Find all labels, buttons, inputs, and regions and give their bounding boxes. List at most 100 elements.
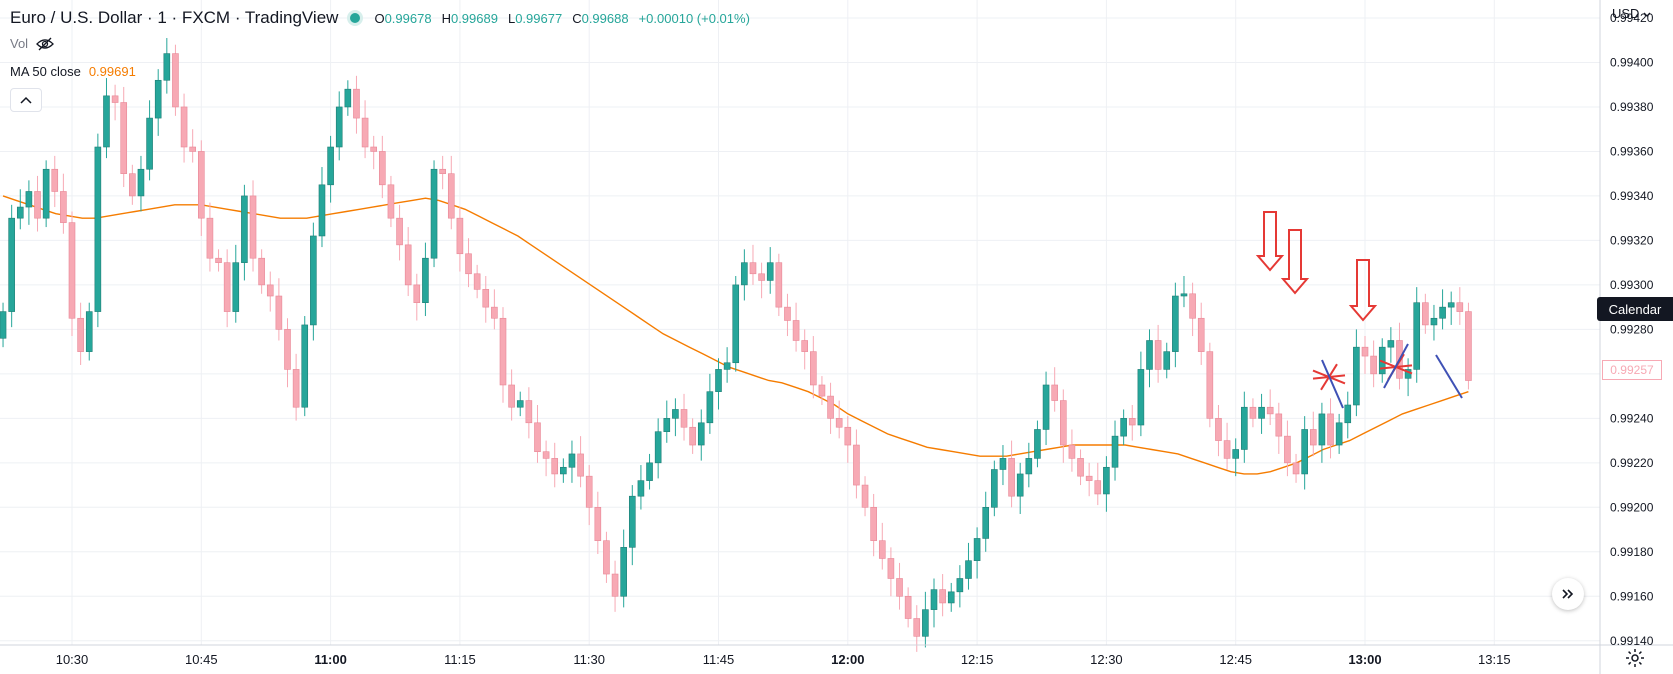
candle-body xyxy=(129,173,136,197)
high-label: H xyxy=(441,10,451,26)
candle xyxy=(775,253,783,317)
candle-body xyxy=(353,88,360,119)
candle-body xyxy=(318,184,326,237)
candle-body xyxy=(1387,340,1395,348)
red-arrow-drawing[interactable] xyxy=(1348,259,1378,322)
candle-body xyxy=(1301,429,1308,475)
candle-body xyxy=(810,351,817,386)
collapse-legend-button[interactable] xyxy=(10,88,42,112)
candle-body xyxy=(1163,351,1171,370)
candle-body xyxy=(111,95,119,103)
candle xyxy=(456,207,464,272)
candle xyxy=(749,244,757,285)
candle-body xyxy=(473,273,481,290)
candle-body xyxy=(999,458,1007,470)
red-arrow-drawing[interactable] xyxy=(1280,229,1310,295)
candle-body xyxy=(1180,293,1188,297)
candle xyxy=(594,491,602,555)
candle-body xyxy=(301,324,309,408)
candle xyxy=(1275,402,1283,454)
x-tick-label: 11:00 xyxy=(314,652,347,667)
candle-body xyxy=(344,88,352,108)
candle-body xyxy=(732,284,740,364)
candle-body xyxy=(34,191,41,219)
x-tick-label: 11:15 xyxy=(444,652,476,667)
candle-body xyxy=(973,538,981,561)
close-value: 0.99688 xyxy=(581,10,629,26)
blue-trend-line-drawing[interactable] xyxy=(1383,343,1409,389)
candle-body xyxy=(215,257,222,263)
candle-body xyxy=(853,444,860,486)
candle xyxy=(1172,282,1179,368)
candle xyxy=(1335,413,1343,454)
candle-body xyxy=(1361,346,1369,357)
low-value: 0.99677 xyxy=(515,10,563,26)
candle-body xyxy=(422,257,429,303)
candle-body xyxy=(1422,302,1429,326)
candle-body xyxy=(827,395,834,419)
ma-value: 0.99691 xyxy=(88,64,136,79)
candle xyxy=(163,38,171,94)
candle-body xyxy=(991,469,998,508)
eye-crossed-icon[interactable] xyxy=(36,37,54,51)
candle xyxy=(947,582,955,612)
candle-body xyxy=(525,400,533,424)
candle-body xyxy=(1051,384,1058,401)
candle xyxy=(1370,340,1377,388)
y-tick-label: 0.99340 xyxy=(1610,189,1654,203)
candle xyxy=(1042,371,1050,446)
calendar-button[interactable]: Calendar xyxy=(1597,297,1673,321)
candle xyxy=(1068,429,1076,472)
high-value: 0.99689 xyxy=(450,10,498,26)
symbol-title[interactable]: Euro / U.S. Dollar · 1 · FXCM · TradingV… xyxy=(10,8,339,27)
candle xyxy=(413,273,421,321)
candle xyxy=(327,135,334,203)
candle-body xyxy=(766,262,774,281)
y-tick-label: 0.99240 xyxy=(1610,411,1654,425)
candle xyxy=(422,242,429,317)
blue-trend-line-drawing[interactable] xyxy=(1435,354,1463,399)
candle-body xyxy=(120,102,128,174)
ma-indicator-row[interactable]: MA 50 close 0.99691 xyxy=(10,64,136,79)
candle-body xyxy=(1060,400,1067,446)
candle xyxy=(991,460,998,517)
candle-body xyxy=(1094,480,1102,495)
red-arrow-drawing[interactable] xyxy=(1255,211,1285,272)
candle-body xyxy=(1034,429,1041,459)
candle xyxy=(491,289,498,330)
candle-body xyxy=(77,317,84,352)
scroll-to-realtime-button[interactable] xyxy=(1552,578,1584,610)
candle-body xyxy=(1146,340,1153,370)
candle-body xyxy=(1241,406,1248,450)
candle-body xyxy=(292,369,300,408)
gear-icon[interactable] xyxy=(1625,648,1645,668)
candle xyxy=(792,302,800,352)
candle xyxy=(1266,389,1274,426)
y-tick-label: 0.99200 xyxy=(1610,500,1654,514)
volume-indicator-row[interactable]: Vol xyxy=(10,36,54,51)
candle-body xyxy=(1068,444,1076,459)
candle-body xyxy=(878,540,886,559)
candle xyxy=(198,140,205,236)
candle xyxy=(146,100,153,181)
candle-body xyxy=(1275,413,1283,437)
blue-trend-line-drawing[interactable] xyxy=(1321,359,1344,409)
candle-body xyxy=(1258,406,1265,419)
candle-body xyxy=(361,117,369,148)
candle-body xyxy=(491,306,498,319)
candle-body xyxy=(1103,466,1110,495)
user-drawings[interactable] xyxy=(1255,211,1463,409)
candle-body xyxy=(922,609,929,637)
candle xyxy=(465,238,472,288)
candle-body xyxy=(266,284,274,297)
candle-body xyxy=(1197,317,1205,352)
candle xyxy=(1060,389,1067,463)
candle-body xyxy=(663,418,671,432)
x-tick-label: 13:15 xyxy=(1478,652,1511,667)
candle xyxy=(611,560,619,612)
currency-selector[interactable]: USD xyxy=(1612,6,1651,21)
candle-body xyxy=(594,507,602,541)
y-tick-label: 0.99400 xyxy=(1610,55,1654,69)
candle xyxy=(154,69,162,136)
